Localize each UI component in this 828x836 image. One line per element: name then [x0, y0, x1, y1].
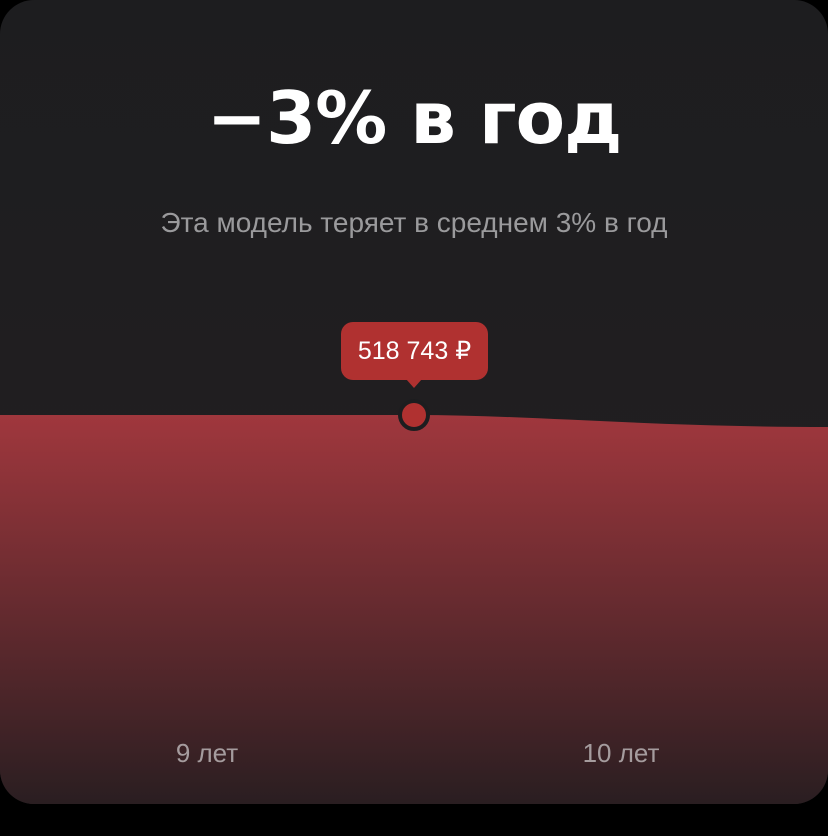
page-title: −3% в год — [206, 76, 623, 160]
depreciation-area-chart[interactable] — [0, 0, 828, 804]
x-tick-label: 9 лет — [175, 738, 239, 768]
subtitle: Эта модель теряет в среднем 3% в год — [160, 207, 668, 238]
tooltip-pointer — [406, 379, 422, 388]
depreciation-card: −3% в год Эта модель теряет в среднем 3%… — [0, 0, 828, 804]
value-tooltip: 518 743 ₽ — [341, 322, 488, 380]
highlight-point[interactable] — [398, 399, 430, 431]
x-tick-label: 10 лет — [582, 738, 660, 768]
